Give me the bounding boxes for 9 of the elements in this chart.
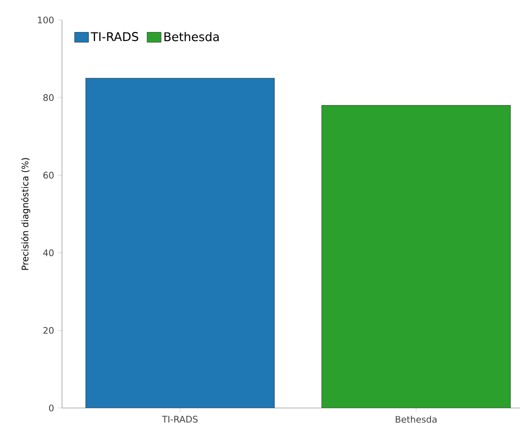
- y-tick-label: 60: [43, 172, 54, 179]
- y-tick-label: 20: [43, 326, 54, 334]
- y-tick-label: 80: [43, 94, 54, 101]
- y-tick-label: 0: [49, 404, 54, 412]
- y-axis-title: Precisión diagnóstica (%): [21, 158, 30, 270]
- legend-label: Bethesda: [164, 32, 219, 42]
- y-tick-label: 40: [43, 249, 54, 256]
- y-tick-label: 100: [38, 16, 54, 24]
- legend-label: TI-RADS: [90, 32, 138, 42]
